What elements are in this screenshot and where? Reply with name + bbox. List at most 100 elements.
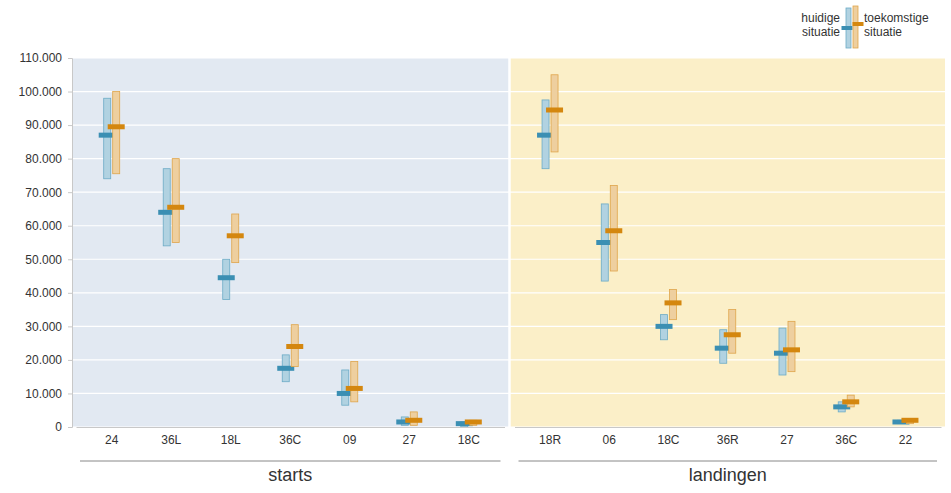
y-tick-label: 30.000 xyxy=(25,320,62,334)
y-axis: 010.00020.00030.00040.00050.00060.00070.… xyxy=(19,51,73,434)
range-bar xyxy=(788,321,795,371)
legend-range xyxy=(853,6,858,48)
x-axis: 18R 06 18C 36R 27 36C 22 xyxy=(515,427,942,447)
y-tick-label: 60.000 xyxy=(25,219,62,233)
y-tick-mark xyxy=(68,159,72,160)
x-tick-label: 27 xyxy=(780,433,794,447)
range-bar xyxy=(113,92,120,174)
range-bar xyxy=(172,159,179,243)
y-axis-line xyxy=(68,59,73,428)
legend-label: huidigesituatie xyxy=(801,11,840,39)
x-tick-label: 36C xyxy=(835,433,857,447)
value-marker xyxy=(346,386,363,391)
value-marker xyxy=(605,228,622,233)
range-bar xyxy=(104,98,111,179)
y-tick: 100.000 xyxy=(19,85,72,99)
y-tick-mark xyxy=(68,226,72,227)
legend-label: toekomstigesituatie xyxy=(864,11,929,39)
range-bar xyxy=(351,362,358,402)
x-tick-label: 06 xyxy=(603,433,617,447)
x-tick-label: 36R xyxy=(717,433,739,447)
range-bar xyxy=(729,310,736,354)
y-tick: 40.000 xyxy=(25,286,72,300)
y-tick-mark xyxy=(68,326,72,327)
x-axis-line xyxy=(515,427,942,428)
y-tick: 20.000 xyxy=(25,353,72,367)
x-tick-label: 18C xyxy=(658,433,680,447)
x-tick-label: 36L xyxy=(161,433,181,447)
x-tick: 27 xyxy=(403,427,417,447)
y-tick-label: 50.000 xyxy=(25,253,62,267)
chart: 010.00020.00030.00040.00050.00060.00070.… xyxy=(0,0,951,493)
x-tick-label: 22 xyxy=(899,433,913,447)
value-marker xyxy=(218,275,235,280)
x-axis: 24 36L 18L 36C 09 27 18C xyxy=(77,427,506,447)
x-tick: 24 xyxy=(105,427,119,447)
group-separator xyxy=(519,461,938,462)
x-tick-label: 09 xyxy=(343,433,357,447)
x-tick-label: 36C xyxy=(279,433,301,447)
y-tick: 60.000 xyxy=(25,219,72,233)
y-tick: 30.000 xyxy=(25,320,72,334)
x-tick-label: 27 xyxy=(403,433,417,447)
group-separator xyxy=(80,461,501,462)
y-tick: 0 xyxy=(55,420,72,434)
value-marker xyxy=(665,300,682,305)
x-tick-label: 18R xyxy=(539,433,561,447)
x-tick: 18R xyxy=(539,427,561,447)
y-tick: 90.000 xyxy=(25,118,72,132)
y-tick-mark xyxy=(68,259,72,260)
value-marker xyxy=(546,107,563,112)
x-tick: 36C xyxy=(835,427,857,447)
group-label: landingen xyxy=(689,465,767,485)
range-bar xyxy=(551,75,558,152)
x-tick-label: 18C xyxy=(458,433,480,447)
value-marker xyxy=(783,347,800,352)
range-bar xyxy=(610,185,617,271)
y-tick-label: 10.000 xyxy=(25,387,62,401)
x-tick: 18C xyxy=(458,427,480,447)
legend: huidigesituatie toekomstigesituatie xyxy=(801,6,929,48)
x-tick: 06 xyxy=(603,427,617,447)
panel-background xyxy=(511,58,946,427)
y-tick-mark xyxy=(68,293,72,294)
value-marker xyxy=(108,124,125,129)
value-marker xyxy=(901,418,918,423)
y-tick-mark xyxy=(68,360,72,361)
value-marker xyxy=(656,324,673,329)
x-tick: 22 xyxy=(899,427,913,447)
x-tick-label: 24 xyxy=(105,433,119,447)
x-tick: 18C xyxy=(658,427,680,447)
y-tick-label: 90.000 xyxy=(25,118,62,132)
value-marker xyxy=(286,344,303,349)
range-bar xyxy=(232,214,239,263)
legend-marker xyxy=(842,26,853,30)
y-tick-mark xyxy=(68,125,72,126)
value-marker xyxy=(724,332,741,337)
x-tick: 36C xyxy=(279,427,301,447)
panel-divider xyxy=(509,58,511,427)
y-tick: 110.000 xyxy=(20,51,73,65)
x-tick: 09 xyxy=(343,427,357,447)
y-tick-label: 110.000 xyxy=(20,51,63,65)
x-axis-line xyxy=(77,427,506,428)
y-tick-mark xyxy=(68,393,72,394)
legend-icon xyxy=(842,6,864,48)
value-marker xyxy=(842,399,859,404)
value-marker xyxy=(405,418,422,423)
y-tick-label: 0 xyxy=(55,420,62,434)
y-tick: 50.000 xyxy=(25,253,72,267)
legend-marker xyxy=(853,22,864,26)
x-tick: 18L xyxy=(221,427,241,447)
value-marker xyxy=(465,419,482,424)
y-tick-mark xyxy=(68,58,72,59)
y-tick: 10.000 xyxy=(25,387,72,401)
group-label: starts xyxy=(268,465,312,485)
grid xyxy=(72,58,945,427)
x-tick: 27 xyxy=(780,427,794,447)
y-tick-mark xyxy=(68,427,72,428)
y-tick-label: 40.000 xyxy=(25,286,62,300)
value-marker xyxy=(167,205,184,210)
x-tick-label: 18L xyxy=(221,433,241,447)
x-tick: 36R xyxy=(717,427,739,447)
